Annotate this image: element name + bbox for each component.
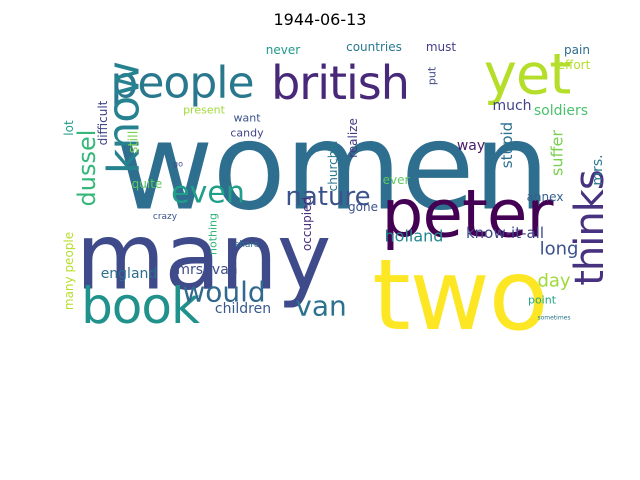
cloud-word: suffer xyxy=(548,130,567,176)
cloud-word: effort xyxy=(558,58,591,72)
cloud-word: peter xyxy=(381,176,554,253)
cloud-word: people xyxy=(110,58,253,109)
cloud-word: point xyxy=(528,294,557,307)
cloud-word: quite xyxy=(132,177,163,191)
cloud-word: pain xyxy=(564,43,590,57)
cloud-word: want xyxy=(233,112,261,125)
cloud-word: candy xyxy=(230,127,264,140)
cloud-word: annex xyxy=(527,190,564,204)
cloud-word: thinks xyxy=(567,170,613,286)
chart-title: 1944-06-13 xyxy=(273,10,367,29)
cloud-word: british xyxy=(271,56,409,110)
cloud-word: lot xyxy=(62,120,76,136)
cloud-word: ever xyxy=(383,173,410,187)
cloud-word: still xyxy=(127,131,142,154)
cloud-word: long xyxy=(540,239,579,260)
cloud-word: know-it-all xyxy=(466,224,544,242)
cloud-word: sometimes xyxy=(537,315,570,322)
cloud-word: put xyxy=(426,66,439,85)
cloud-word: day xyxy=(537,271,570,292)
cloud-word: countries xyxy=(346,40,402,54)
cloud-word: dussel xyxy=(73,130,101,207)
cloud-word: women xyxy=(115,99,548,238)
cloud-word: occupied xyxy=(300,197,314,251)
cloud-word: crazy xyxy=(153,212,178,222)
cloud-word: know xyxy=(99,62,150,174)
cloud-word: children xyxy=(215,301,271,317)
cloud-word: never xyxy=(266,43,300,57)
cloud-word: present xyxy=(183,104,226,117)
cloud-word: go xyxy=(173,160,183,169)
cloud-word: way xyxy=(457,138,485,154)
cloud-word: gone xyxy=(348,200,378,214)
cloud-word: holland xyxy=(385,227,444,246)
cloud-word: yet xyxy=(484,43,571,108)
cloud-word: even xyxy=(171,176,245,211)
cloud-word: realize xyxy=(346,118,360,158)
cloud-word: many people xyxy=(62,232,76,310)
cloud-word: stupid xyxy=(498,122,516,168)
cloud-word: much xyxy=(492,98,531,114)
cloud-word: mrs. van xyxy=(176,262,237,278)
cloud-word: england xyxy=(101,266,158,282)
cloud-word: churchill xyxy=(326,141,340,192)
cloud-word: van xyxy=(295,290,346,323)
cloud-word: book xyxy=(81,277,200,335)
cloud-word: nothing xyxy=(207,213,220,255)
cloud-word: must xyxy=(426,40,457,54)
cloud-word: soldiers xyxy=(534,103,588,119)
cloud-word: many xyxy=(76,204,331,311)
cloud-word: two xyxy=(372,239,548,353)
cloud-word: would xyxy=(182,276,265,309)
cloud-word: mrs. xyxy=(590,154,606,185)
cloud-word: difficult xyxy=(96,100,110,145)
cloud-word: nature xyxy=(285,182,370,212)
cloud-word: share xyxy=(235,240,260,250)
